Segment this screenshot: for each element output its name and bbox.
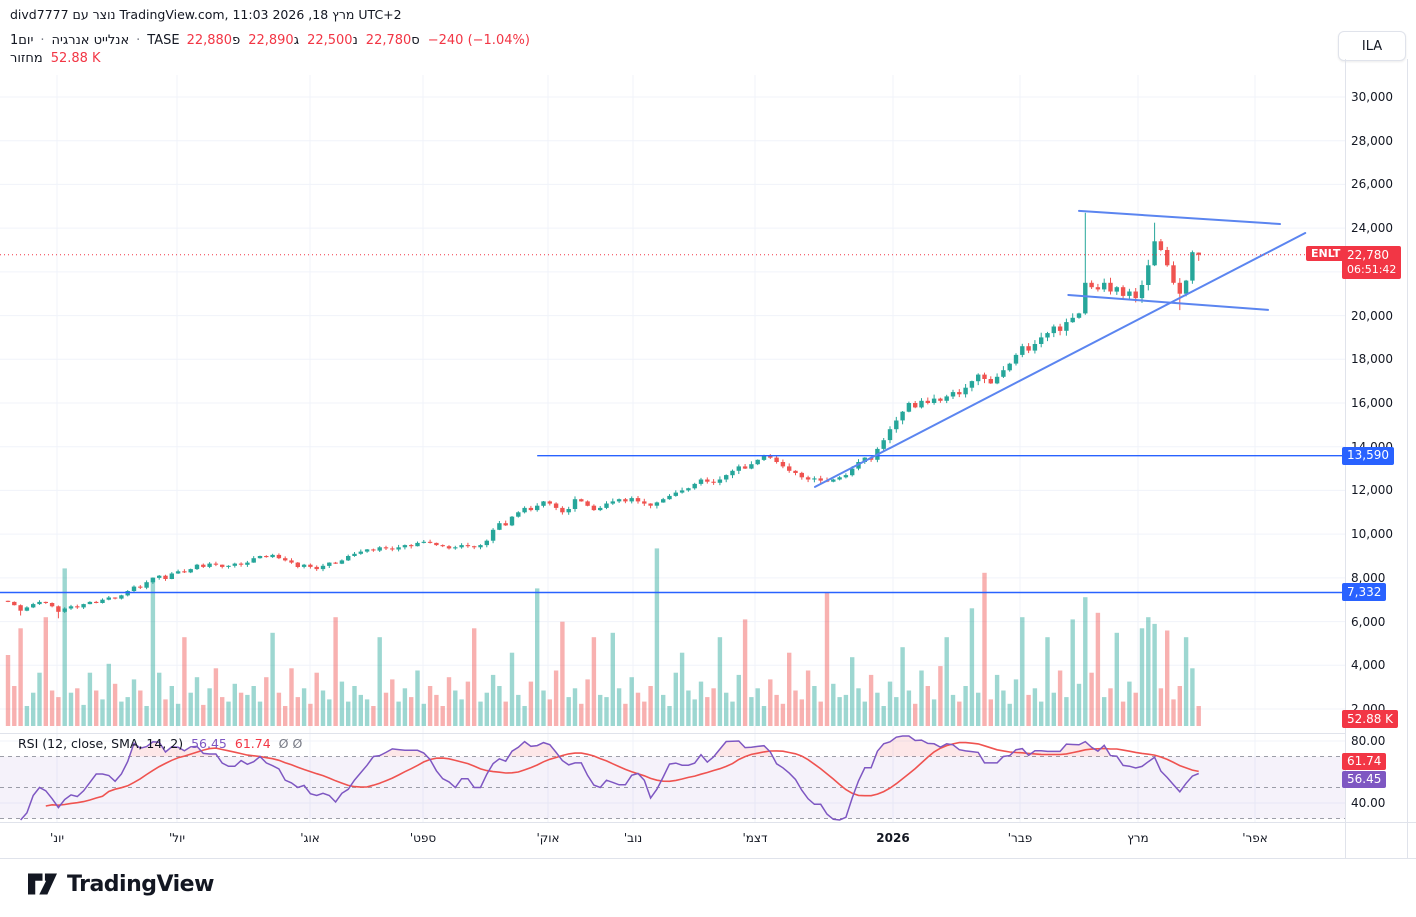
symbol-name[interactable]: אנלייט אנרגיה — [51, 33, 130, 48]
tradingview-wordmark: TradingView — [67, 871, 214, 897]
separator-dot: · — [136, 33, 141, 48]
time-axis-label: אפר' — [1242, 831, 1268, 845]
price-tick: 8,000 — [1351, 570, 1386, 585]
time-axis-label: 2026 — [876, 831, 910, 845]
time-axis-top-border — [0, 822, 1416, 823]
rsi-title: RSI (12, close, SMA, 14, 2) — [18, 736, 184, 751]
interval-label[interactable]: 1יום — [10, 33, 34, 48]
price-tick: 12,000 — [1351, 483, 1393, 498]
time-axis-label: פבר' — [1007, 831, 1033, 845]
time-axis-label: אוג' — [300, 831, 320, 845]
time-axis-bottom-border — [0, 858, 1416, 859]
price-tick: 4,000 — [1351, 658, 1386, 673]
ray-price-tag: 7,332 — [1342, 583, 1387, 602]
rsi-ma-value: 61.74 — [234, 736, 271, 751]
tradingview-logo[interactable]: TradingView — [28, 871, 214, 897]
ohlc-open: פ22,880 — [186, 33, 241, 48]
rsi-tick: 40.00 — [1351, 796, 1386, 810]
price-tick: 16,000 — [1351, 396, 1393, 410]
volume-label: מחזור — [10, 51, 43, 66]
time-axis-label: יול' — [168, 831, 186, 845]
time-axis-label: דצמ' — [742, 831, 768, 845]
rsi-indicator-legend[interactable]: RSI (12, close, SMA, 14, 2) 56.45 61.74 … — [18, 736, 302, 751]
volume-value: 52.88 K — [50, 51, 101, 66]
symbol-legend[interactable]: 1יום · אנלייט אנרגיה · TASE פ22,880 ג22,… — [10, 33, 530, 48]
symbol-search-button[interactable]: ILA — [1338, 31, 1406, 61]
price-tick: 18,000 — [1351, 352, 1393, 367]
last-price-tag: 22,780 06:51:42 — [1342, 245, 1402, 279]
time-axis-label: נוב' — [623, 831, 643, 845]
exchange-name: TASE — [147, 33, 180, 48]
time-axis-label: מרץ — [1127, 831, 1149, 845]
pane-separator[interactable] — [0, 733, 1345, 734]
change-value: −240 (−1.04%) — [427, 33, 530, 48]
rsi-hidden-values: Ø Ø — [278, 736, 303, 751]
time-axis-label: יונ' — [49, 831, 65, 845]
ohlc-high: ג22,890 — [248, 33, 300, 48]
time-axis-label: אוק' — [536, 831, 560, 845]
rsi-value: 56.45 — [191, 736, 227, 751]
rsi-ma-tag: 61.74 — [1342, 753, 1387, 770]
time-axis-label: ספט' — [409, 831, 437, 845]
price-tick: 10,000 — [1351, 527, 1393, 542]
price-tick: 24,000 — [1351, 221, 1393, 236]
volume-tag: 52.88 K — [1342, 710, 1399, 728]
ray-price-tag: 13,590 — [1342, 446, 1394, 465]
separator-dot: · — [40, 33, 45, 48]
volume-legend: מחזור 52.88 K — [10, 51, 101, 66]
price-tick: 28,000 — [1351, 133, 1393, 148]
tradingview-logo-icon — [28, 873, 57, 895]
price-tick: 30,000 — [1351, 90, 1393, 104]
price-tick: 26,000 — [1351, 177, 1393, 192]
attribution-line: divd7777 נוצר עם TradingView.com, 11:03 … — [10, 7, 402, 22]
ohlc-close: ס22,780 — [365, 33, 420, 48]
rsi-value-tag: 56.45 — [1342, 771, 1387, 788]
series-symbol-tag: ENLT — [1306, 245, 1346, 261]
price-tick: 20,000 — [1351, 308, 1393, 323]
ohlc-low: נ22,500 — [307, 33, 358, 48]
right-edge-border — [1407, 59, 1408, 858]
rsi-tick: 80.00 — [1351, 734, 1386, 748]
price-tick: 6,000 — [1351, 614, 1386, 629]
